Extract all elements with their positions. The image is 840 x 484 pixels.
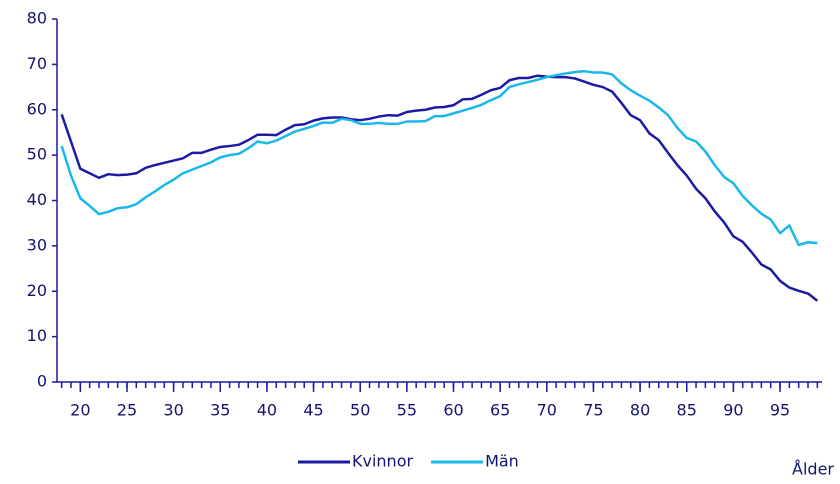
y-tick-label: 30 [27,235,47,254]
y-tick-label: 80 [27,9,47,28]
y-tick-label: 20 [27,281,47,300]
x-tick-label: 95 [770,401,790,420]
y-tick-label: 40 [27,190,47,209]
x-tick-label: 70 [537,401,557,420]
y-tick-label: 0 [37,372,47,391]
y-tick-label: 70 [27,54,47,73]
x-tick-label: 50 [350,401,370,420]
x-tick-label: 85 [677,401,697,420]
x-tick-label: 35 [210,401,230,420]
x-tick-label: 80 [630,401,650,420]
x-tick-label: 30 [163,401,183,420]
x-tick-label: 45 [303,401,323,420]
line-series [60,74,819,302]
x-tick-label: 60 [443,401,463,420]
line-series [60,69,818,247]
x-tick-label: 55 [397,401,417,420]
x-tick-label: 75 [583,401,603,420]
legend-label: Kvinnor [352,452,413,471]
y-tick-label: 60 [27,99,47,118]
y-tick-label: 10 [27,326,47,345]
x-tick-label: 25 [117,401,137,420]
x-axis-label: Ålder [792,460,834,479]
x-tick-label: 65 [490,401,510,420]
y-tick-label: 50 [27,145,47,164]
legend-label: Män [485,452,519,471]
x-tick-label: 20 [70,401,90,420]
x-tick-label: 40 [257,401,277,420]
x-tick-label: 90 [723,401,743,420]
